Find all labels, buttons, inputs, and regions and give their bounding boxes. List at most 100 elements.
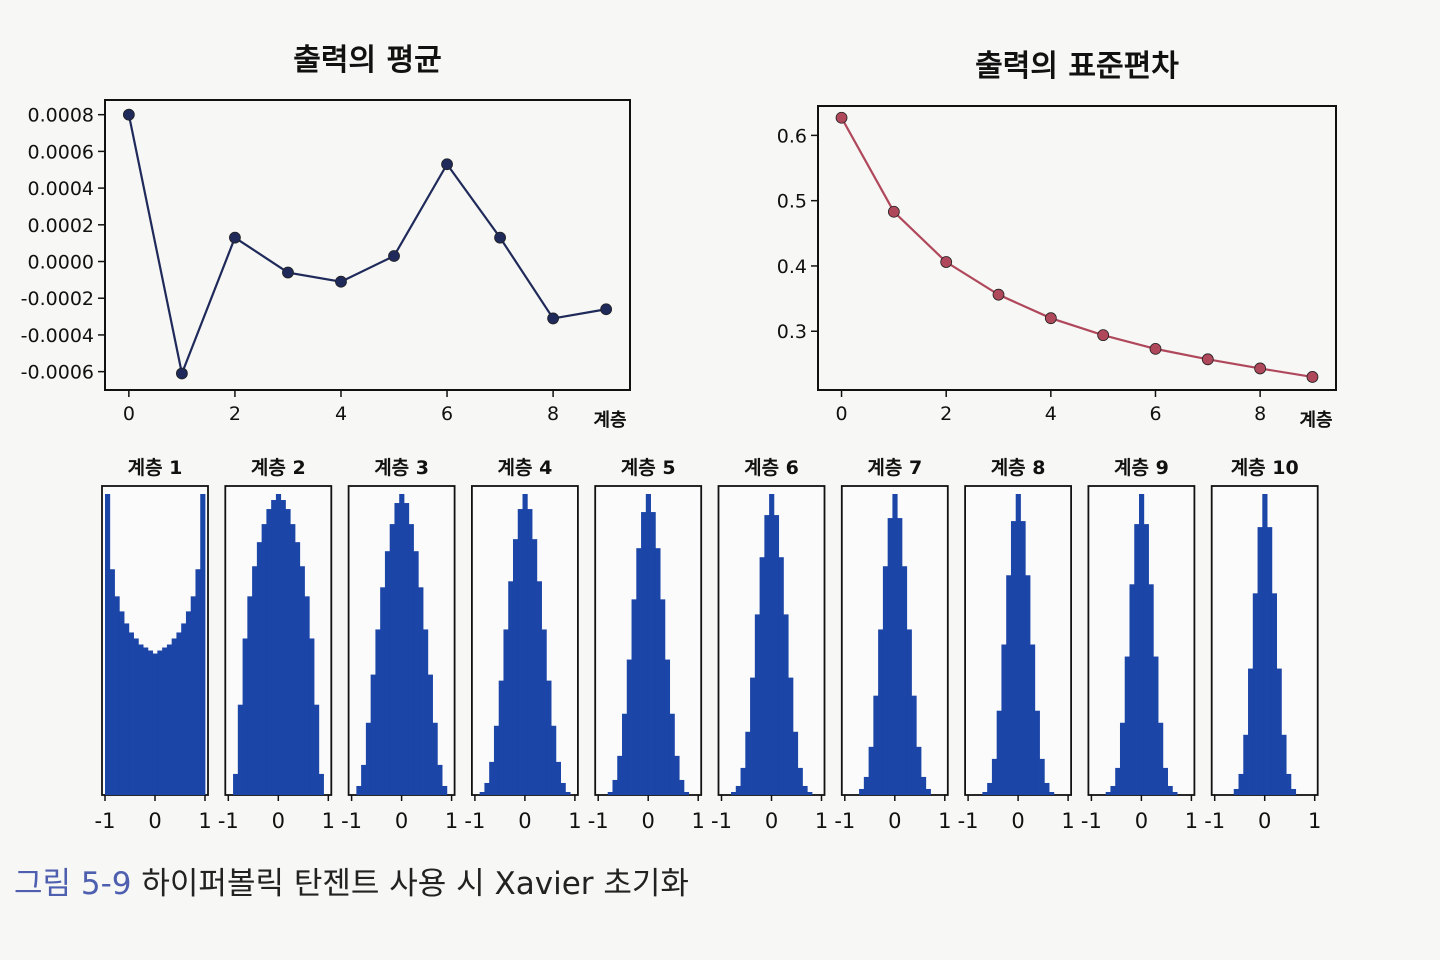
hist-3-xtick-label: 1 bbox=[445, 809, 458, 833]
hist-5-bar bbox=[674, 755, 680, 795]
std-chart-point bbox=[992, 288, 1005, 301]
std-chart-point bbox=[1097, 329, 1110, 342]
std-chart-series-line bbox=[840, 117, 1313, 379]
hist-6-bar bbox=[769, 494, 775, 795]
hist-10-bar bbox=[1238, 773, 1244, 795]
hist-6-bar bbox=[807, 791, 813, 795]
hist-4-bar bbox=[532, 539, 538, 795]
mean-chart-ytick-label: 0.0002 bbox=[28, 215, 94, 237]
std-chart-ytick-label: 0.3 bbox=[777, 321, 807, 343]
hist-1-bar bbox=[133, 638, 139, 795]
hist-2-bar bbox=[280, 500, 286, 795]
hist-2-xtick-label: 1 bbox=[322, 809, 335, 833]
hist-3-bar bbox=[413, 551, 419, 795]
hist-4-bar bbox=[527, 509, 533, 795]
hist-1-bar bbox=[147, 650, 154, 795]
figure-caption: 그림 5-9 하이퍼볼릭 탄젠트 사용 시 Xavier 초기화 bbox=[14, 858, 689, 903]
std-chart-point bbox=[887, 205, 900, 218]
hist-9-bar bbox=[1119, 722, 1126, 795]
hist-1-bar bbox=[185, 611, 192, 795]
hist-2-bar bbox=[304, 596, 310, 795]
hist-4-xtick-label: 0 bbox=[518, 809, 531, 833]
hist-8-bar bbox=[1020, 521, 1026, 795]
hist-1-bar bbox=[166, 644, 173, 795]
hist-5-xtick-label: 1 bbox=[692, 809, 705, 833]
hist-6-bar bbox=[750, 677, 756, 795]
hist-5-bar bbox=[664, 659, 671, 795]
hist-7-xtick-label: 0 bbox=[888, 809, 901, 833]
hist-1-bar bbox=[119, 611, 125, 795]
hist-8-bar bbox=[1001, 644, 1007, 795]
hist-7-bar bbox=[916, 746, 922, 795]
hist-9-bar bbox=[1110, 785, 1116, 795]
hist-9-bar bbox=[1124, 656, 1130, 795]
hist-9-bar bbox=[1129, 584, 1135, 795]
hist-4-bar bbox=[536, 581, 542, 795]
mean-chart-point bbox=[122, 108, 135, 121]
hist-10-bar bbox=[1281, 734, 1287, 795]
hist-2-bar bbox=[256, 542, 263, 795]
hist-4-bar bbox=[560, 782, 566, 795]
hist-3-bar bbox=[370, 674, 376, 795]
figure-caption-label: 그림 5-9 bbox=[14, 866, 132, 902]
hist-6-title: 계층 6 bbox=[744, 457, 799, 479]
hist-8-bar bbox=[1015, 494, 1021, 795]
hist-1-bar bbox=[152, 653, 158, 795]
std-chart-point bbox=[1201, 353, 1214, 366]
hist-4-bar bbox=[498, 680, 504, 795]
hist-8-bar bbox=[1006, 575, 1012, 795]
std-chart-point bbox=[1306, 371, 1319, 383]
hist-8-bar bbox=[1010, 521, 1017, 795]
hist-1-xtick-label: 0 bbox=[148, 809, 161, 833]
hist-5-bar bbox=[622, 713, 628, 795]
hist-3-bar bbox=[389, 524, 395, 795]
hist-3-bar bbox=[418, 587, 424, 795]
hist-8-title: 계층 8 bbox=[991, 457, 1046, 479]
std-chart-xtick-label: 4 bbox=[1045, 403, 1057, 425]
hist-10-bar bbox=[1276, 668, 1282, 795]
hist-5-bar bbox=[636, 548, 642, 795]
hist-9-bar bbox=[1139, 494, 1145, 795]
hist-1-bar bbox=[143, 647, 149, 795]
hist-3-bar bbox=[403, 503, 410, 795]
hist-7-bar bbox=[906, 629, 912, 795]
hist-4-bar bbox=[555, 761, 562, 795]
hist-2-bar bbox=[271, 500, 277, 795]
hist-4-bar bbox=[512, 539, 519, 795]
mean-chart-point bbox=[282, 266, 294, 279]
hist-2-bar bbox=[247, 596, 253, 795]
hist-7-bar bbox=[920, 776, 927, 795]
hist-1-bar bbox=[105, 494, 111, 795]
hist-2-bar bbox=[299, 566, 305, 795]
hist-7-bar bbox=[901, 566, 908, 795]
mean-chart-ytick-label: 0.0006 bbox=[28, 141, 94, 163]
hist-8-bar bbox=[996, 710, 1002, 795]
std-chart-point bbox=[1044, 312, 1057, 325]
mean-chart-point bbox=[547, 312, 560, 325]
hist-7-title: 계층 7 bbox=[867, 457, 922, 479]
hist-8-xtick-label: -1 bbox=[958, 809, 979, 833]
hist-3-bar bbox=[384, 551, 391, 795]
hist-3-bar bbox=[394, 503, 400, 795]
hist-5-bar bbox=[641, 512, 647, 795]
hist-7-bar bbox=[897, 518, 903, 795]
hist-6-bar bbox=[773, 515, 780, 795]
hist-4-bar bbox=[503, 629, 509, 795]
mean-chart-title: 출력의 평균 bbox=[293, 43, 441, 78]
histogram-row: 계층 1 -1 0 1 계층 2 -1 0 1 계층 3 -1 0 1 계층 4 -1 0 1 계층 5 -1 0 1… bbox=[95, 457, 1322, 833]
std-chart-point bbox=[1254, 362, 1267, 375]
hist-6-bar bbox=[802, 785, 808, 795]
hist-2-bar bbox=[290, 524, 296, 795]
mean-chart-point bbox=[335, 275, 347, 288]
hist-3-title: 계층 3 bbox=[374, 457, 429, 479]
hist-10-bar bbox=[1233, 788, 1239, 795]
mean-chart-point bbox=[494, 231, 506, 244]
mean-chart-ytick-label: -0.0002 bbox=[21, 288, 94, 310]
hist-4-bar bbox=[508, 581, 514, 795]
hist-9-bar bbox=[1167, 785, 1173, 795]
hist-7-bar bbox=[882, 566, 889, 795]
mean-line-chart: 출력의 평균 0.0008 0.0006 0.0004 0.0002 0.0000 -0.0… bbox=[21, 43, 631, 431]
hist-1-bar bbox=[171, 638, 177, 795]
hist-3-bar bbox=[423, 629, 429, 795]
hist-2-title: 계층 2 bbox=[251, 457, 306, 479]
